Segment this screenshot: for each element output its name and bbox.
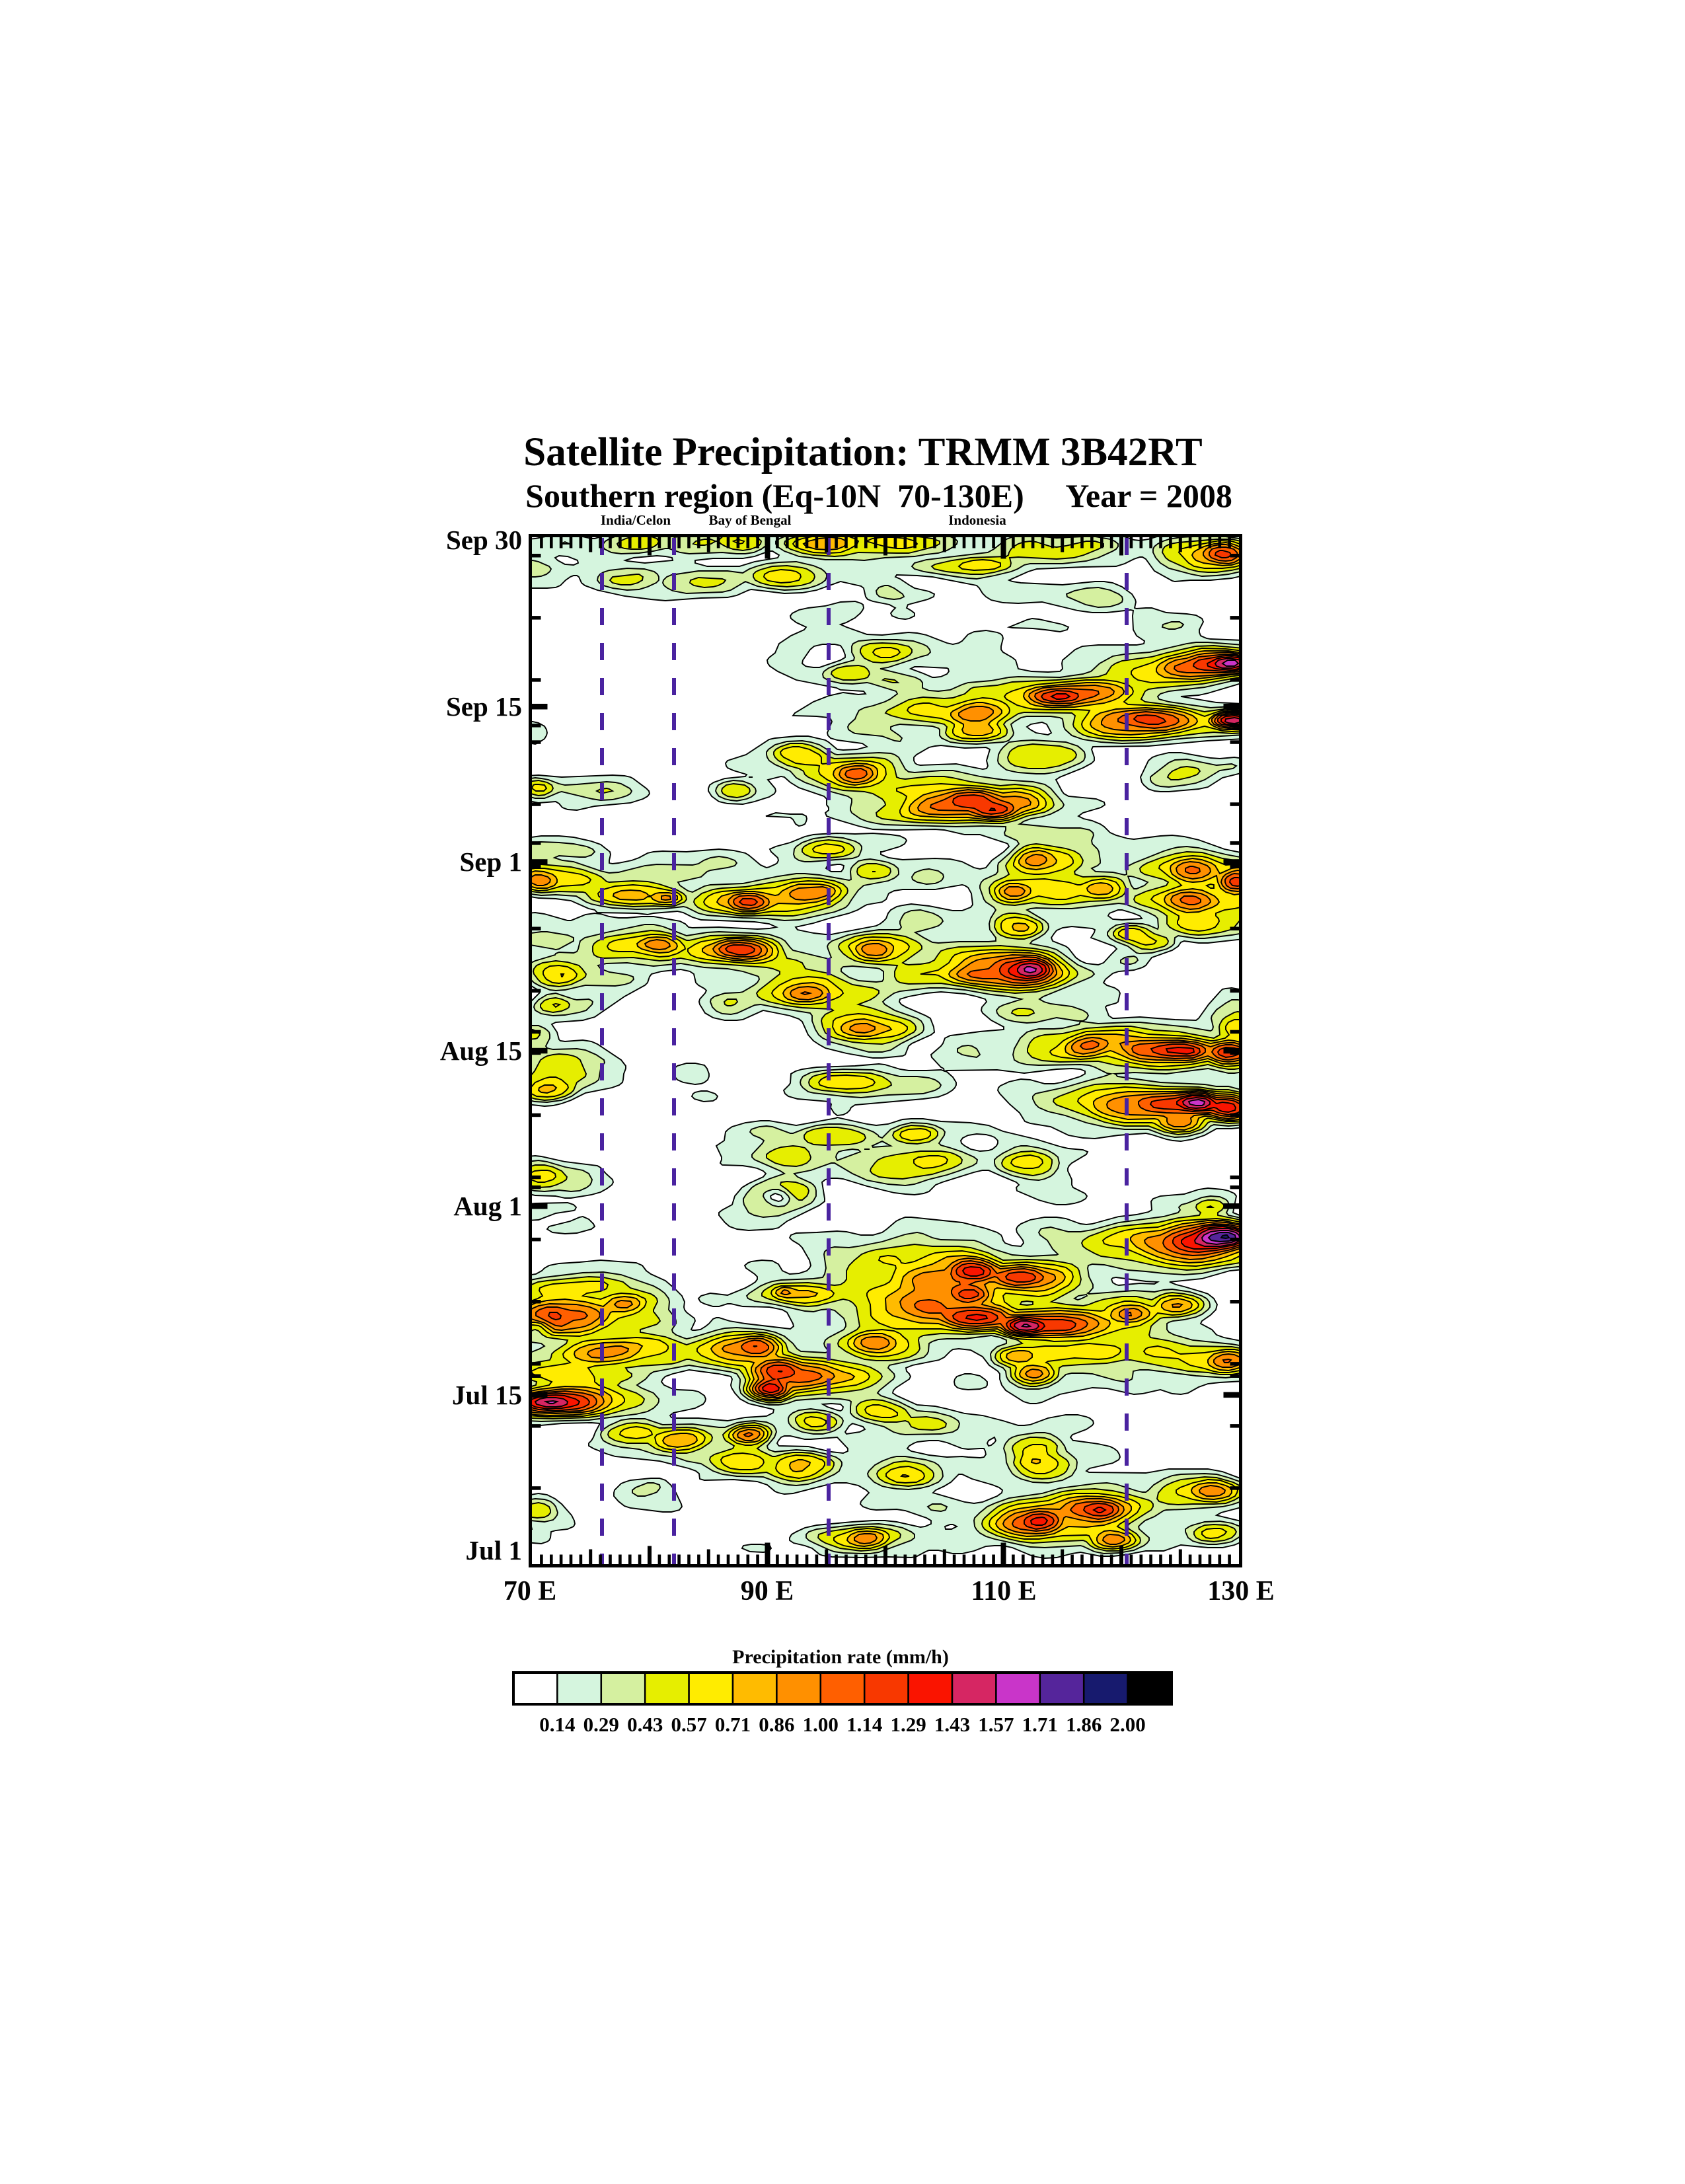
svg-text:1.86: 1.86	[1066, 1713, 1102, 1736]
svg-text:1.43: 1.43	[934, 1713, 970, 1736]
svg-text:1.00: 1.00	[803, 1713, 839, 1736]
svg-text:Sep 1: Sep 1	[459, 847, 522, 877]
svg-text:Bay of Bengal: Bay of Bengal	[709, 512, 792, 528]
svg-text:Jul 15: Jul 15	[452, 1380, 522, 1410]
svg-text:1.71: 1.71	[1022, 1713, 1058, 1736]
svg-text:0.43: 0.43	[627, 1713, 663, 1736]
svg-text:0.71: 0.71	[715, 1713, 751, 1736]
svg-text:130 E: 130 E	[1207, 1576, 1275, 1606]
svg-text:90 E: 90 E	[741, 1576, 794, 1606]
svg-text:0.86: 0.86	[759, 1713, 794, 1736]
svg-text:India/Celon: India/Celon	[601, 512, 671, 528]
svg-text:Precipitation rate (mm/h): Precipitation rate (mm/h)	[732, 1646, 949, 1668]
svg-text:Southern region (Eq-10N 70-13: Southern region (Eq-10N 70-130E) Year = …	[525, 477, 1232, 514]
svg-text:0.14: 0.14	[539, 1713, 575, 1736]
svg-text:2.00: 2.00	[1109, 1713, 1145, 1736]
svg-text:Aug 15: Aug 15	[440, 1036, 522, 1066]
svg-text:Sep 15: Sep 15	[446, 691, 522, 722]
svg-text:Aug 1: Aug 1	[453, 1191, 522, 1221]
svg-text:110 E: 110 E	[971, 1576, 1036, 1606]
svg-text:1.57: 1.57	[978, 1713, 1014, 1736]
svg-text:Indonesia: Indonesia	[948, 512, 1006, 528]
svg-text:Satellite Precipitation: TRMM: Satellite Precipitation: TRMM 3B42RT	[523, 430, 1202, 474]
svg-text:1.29: 1.29	[890, 1713, 926, 1736]
svg-text:70 E: 70 E	[504, 1576, 557, 1606]
svg-text:0.29: 0.29	[583, 1713, 619, 1736]
svg-text:0.57: 0.57	[671, 1713, 706, 1736]
svg-text:1.14: 1.14	[846, 1713, 882, 1736]
svg-text:Sep 30: Sep 30	[446, 525, 522, 555]
svg-text:Jul 1: Jul 1	[466, 1535, 522, 1565]
